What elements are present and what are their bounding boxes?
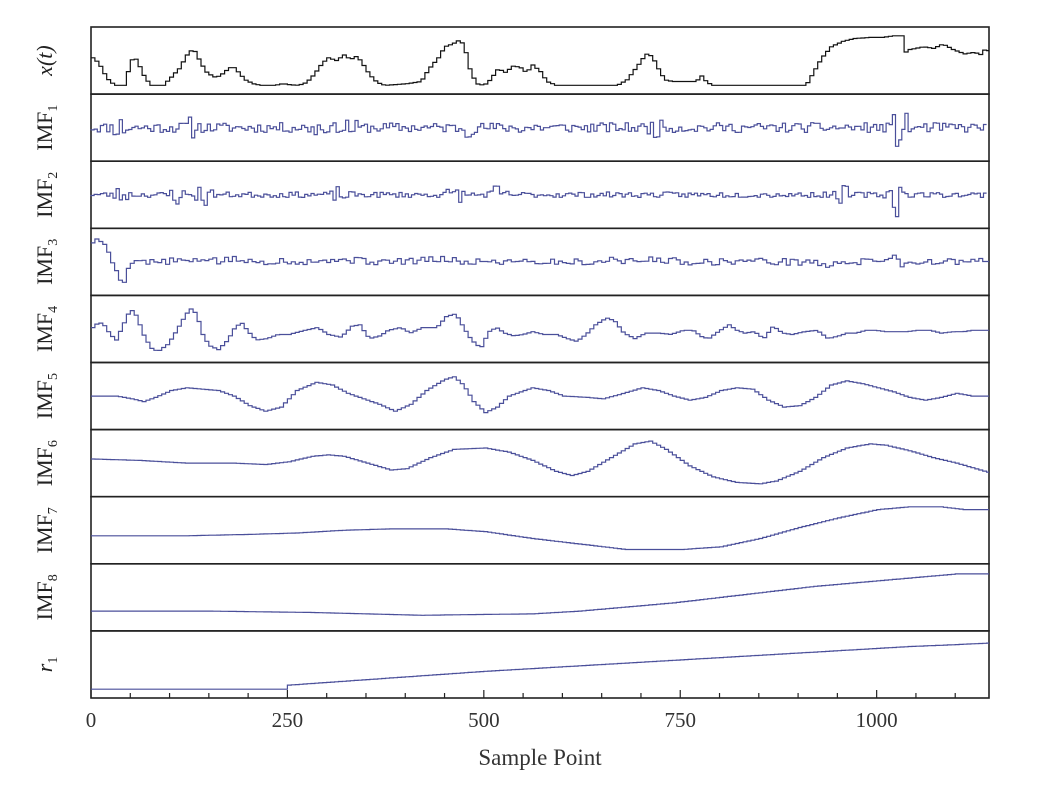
row-label: IMF1 (32, 105, 61, 151)
panel-frame (90, 26, 990, 95)
row-label-main: IMF (32, 179, 57, 218)
row-label: IMF4 (32, 306, 61, 352)
row-label-sub: 2 (46, 172, 61, 179)
row-label: IMF7 (32, 507, 61, 553)
row-label-sub: 5 (46, 373, 61, 380)
x-tick-label: 0 (86, 708, 97, 732)
series-line (91, 642, 989, 690)
row-label: IMF8 (32, 574, 61, 620)
row-label-sub: 8 (46, 574, 61, 581)
row-label: IMF5 (32, 373, 61, 419)
panel-frame (90, 562, 990, 632)
x-axis-title: Sample Point (478, 745, 602, 770)
panel-frame (90, 630, 990, 699)
row-label-main: IMF (32, 514, 57, 553)
row-label-sub: 6 (46, 440, 61, 447)
row-label-main: IMF (32, 581, 57, 620)
row-label-main: IMF (32, 447, 57, 486)
x-tick-label: 500 (468, 708, 500, 732)
row-label-sub: 4 (46, 306, 61, 313)
row-label-sub: 3 (46, 239, 61, 246)
x-tick-label: 750 (664, 708, 696, 732)
row-label: r1 (32, 657, 61, 673)
series-line (91, 573, 989, 616)
row-label-main: r (32, 663, 57, 672)
panels-group (90, 26, 990, 699)
row-label-sub: 7 (46, 507, 61, 514)
series-line (91, 376, 989, 414)
x-tick-label: 1000 (856, 708, 898, 732)
panel-frame (90, 495, 990, 565)
series-line (91, 506, 989, 551)
row-label: x(t) (32, 45, 57, 77)
series-line (90, 185, 987, 218)
row-label-main: IMF (32, 112, 57, 151)
x-tick-label: 250 (272, 708, 304, 732)
row-label-sub: 1 (46, 657, 61, 664)
series-line (90, 112, 987, 147)
row-label-sub: 1 (46, 105, 61, 112)
row-label: IMF3 (32, 239, 61, 285)
row-label: IMF6 (32, 440, 61, 486)
panel-frame (90, 361, 990, 431)
series-line (91, 440, 989, 485)
series-line (91, 35, 989, 86)
panel-frame (90, 294, 990, 364)
row-label-main: x(t) (32, 45, 57, 77)
row-label-main: IMF (32, 380, 57, 419)
series-line (91, 308, 989, 351)
row-label: IMF2 (32, 172, 61, 218)
row-label-main: IMF (32, 313, 57, 352)
x-axis: 0 250 500 750 1000 (86, 690, 956, 732)
panel-frame (90, 227, 990, 297)
series-line (91, 238, 989, 283)
row-label-main: IMF (32, 246, 57, 285)
